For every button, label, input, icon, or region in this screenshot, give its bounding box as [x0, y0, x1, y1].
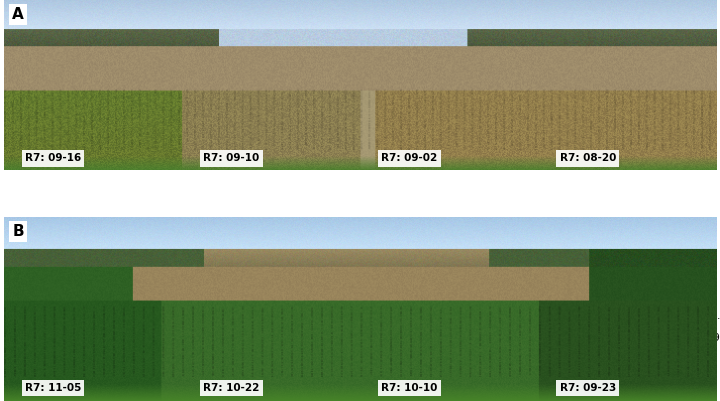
Text: R7: 08-20: R7: 08-20	[559, 154, 616, 164]
Text: Above: October 7, 2019 photo of four-row strips of four maturity group (MG 4.1, : Above: October 7, 2019 photo of four-row…	[9, 309, 715, 319]
Text: A: A	[12, 7, 24, 22]
Text: R7: 11-05: R7: 11-05	[25, 383, 81, 393]
Text: R7: 09-10: R7: 09-10	[203, 154, 259, 164]
Text: B: B	[12, 224, 24, 239]
Text: R7: 09-02: R7: 09-02	[382, 154, 438, 164]
Text: $\it{Above:}$ October 7, 2019 photo of four-row strips of four maturity group (M: $\it{Above:}$ October 7, 2019 photo of f…	[9, 309, 720, 323]
Text: R7: 09-23: R7: 09-23	[559, 383, 616, 393]
Text: R7: 10-10: R7: 10-10	[382, 383, 438, 393]
Text: R7: 09-16: R7: 09-16	[25, 154, 81, 164]
Text: Above:: Above:	[0, 400, 1, 401]
Text: R7: 10-22: R7: 10-22	[203, 383, 259, 393]
Text: $\it{Below:}$ October 7, 2019 photo of strips of the same four maturity group (M: $\it{Below:}$ October 7, 2019 photo of s…	[9, 331, 720, 345]
